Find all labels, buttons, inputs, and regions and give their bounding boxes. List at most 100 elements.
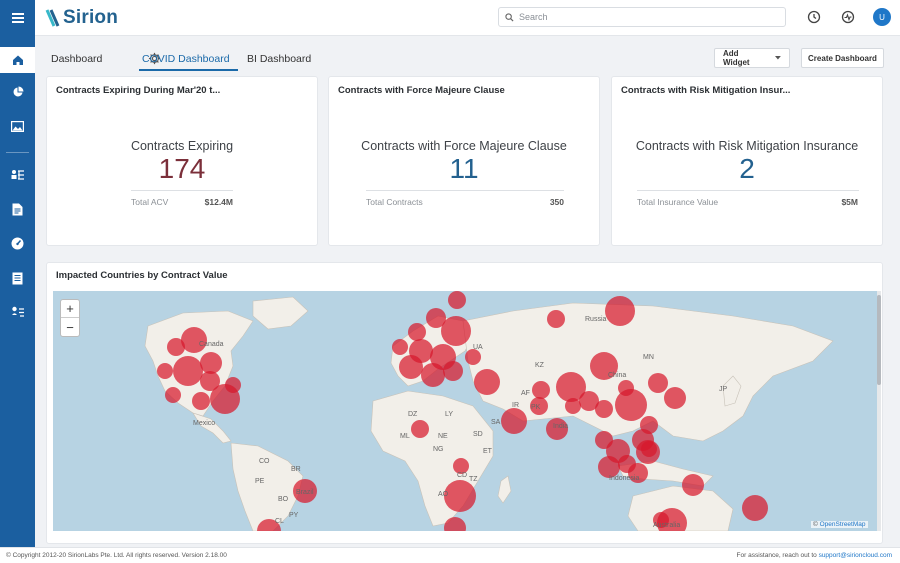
search-input[interactable] (519, 12, 769, 22)
land-madagascar (497, 475, 512, 504)
map-label: Australia (653, 522, 680, 529)
bubble (448, 291, 466, 309)
map-label: Canada (199, 341, 224, 348)
zoom-out-button[interactable]: − (66, 319, 74, 335)
map-label: Indonesia (609, 475, 639, 482)
land-greenland (252, 296, 309, 330)
bubble (648, 373, 668, 393)
history-icon[interactable] (806, 9, 822, 25)
assistance-prefix: For assistance, reach out to (736, 552, 819, 559)
bubble (530, 397, 548, 415)
footer: © Copyright 2012-20 SirionLabs Pte. Ltd.… (0, 547, 900, 563)
bubble (165, 387, 181, 403)
widget-scrollbar[interactable] (877, 291, 881, 531)
map-label: BO (278, 496, 289, 503)
sidebar-item-relations[interactable] (0, 162, 35, 188)
map-label: NE (438, 433, 448, 440)
bubble (636, 440, 660, 464)
copyright-text: © Copyright 2012-20 SirionLabs Pte. Ltd.… (6, 552, 227, 559)
map-label: India (553, 423, 568, 430)
map-label: AO (438, 491, 449, 498)
map-label: SD (473, 431, 483, 438)
map-label: KZ (535, 362, 545, 369)
activity-icon[interactable] (840, 9, 856, 25)
widget-risk-mitigation: Contracts with Risk Mitigation Insur... … (612, 77, 882, 245)
pie-chart-icon (13, 86, 23, 97)
kpi-sub-value: $12.4M (204, 197, 233, 207)
home-icon (12, 55, 23, 65)
kpi-value[interactable]: 174 (158, 153, 206, 184)
hamburger-menu-icon[interactable] (0, 0, 35, 36)
sidebar-item-workflow[interactable] (0, 299, 35, 325)
kpi-label: Contracts Expiring (130, 139, 234, 153)
widget-contracts-expiring: Contracts Expiring During Mar'20 t... Co… (47, 77, 317, 245)
sidebar-item-performance[interactable] (0, 230, 35, 256)
tab-dashboard[interactable]: Dashboard (51, 53, 103, 65)
sidebar (0, 36, 35, 547)
widget-title[interactable]: Contracts with Force Majeure Clause (338, 85, 505, 96)
widget-title[interactable]: Impacted Countries by Contract Value (56, 270, 228, 281)
bubble (532, 381, 550, 399)
map-label: CL (275, 518, 284, 525)
bubble (598, 456, 620, 478)
land-south-america (230, 442, 304, 531)
sidebar-item-documents[interactable] (0, 196, 35, 222)
map-label: CD (457, 472, 467, 479)
bubble (257, 519, 281, 531)
sidebar-item-reports[interactable] (0, 113, 35, 139)
sidebar-divider (6, 152, 29, 153)
bubble (615, 389, 647, 421)
support-email-link[interactable]: support@sirioncloud.com (818, 552, 892, 559)
world-map[interactable]: Canada Mexico Brazil Russia India China … (53, 291, 877, 531)
map-canvas: Canada Mexico Brazil Russia India China … (144, 291, 834, 531)
widget-title[interactable]: Contracts Expiring During Mar'20 t... (56, 85, 221, 96)
bubble (421, 363, 445, 387)
kpi-sub-value: 350 (549, 197, 564, 207)
bubble (210, 384, 240, 414)
map-label: IR (512, 402, 519, 409)
hierarchy-icon (11, 170, 24, 180)
bubble (579, 391, 599, 411)
sirion-mark-icon (45, 9, 60, 27)
sidebar-item-lists[interactable] (0, 265, 35, 291)
kpi-value[interactable]: 2 (739, 153, 755, 184)
bubble (441, 316, 471, 346)
zoom-in-button[interactable]: + (61, 300, 79, 318)
openstreetmap-link[interactable]: OpenStreetMap (819, 521, 866, 528)
tab-bi-dashboard[interactable]: BI Dashboard (247, 53, 312, 65)
bubble (411, 420, 429, 438)
sidebar-item-analytics[interactable] (0, 79, 35, 105)
search-box[interactable] (498, 7, 786, 27)
kpi-divider (366, 190, 564, 191)
scrollbar-thumb[interactable] (877, 295, 881, 385)
top-bar: Sirion U (0, 0, 900, 36)
bubble (453, 458, 469, 474)
user-avatar[interactable]: U (873, 8, 891, 26)
tab-covid-dashboard[interactable]: COVID Dashboard (142, 53, 230, 65)
kpi-value[interactable]: 11 (449, 153, 479, 184)
kpi-sub-label: Total Contracts (366, 197, 423, 207)
map-label: ET (483, 448, 493, 455)
add-widget-button[interactable]: Add Widget (714, 48, 790, 68)
map-label: JP (719, 386, 728, 393)
widget-title[interactable]: Contracts with Risk Mitigation Insur... (621, 85, 791, 96)
create-dashboard-button[interactable]: Create Dashboard (801, 48, 884, 68)
map-label: CO (259, 458, 270, 465)
sidebar-item-home[interactable] (0, 47, 35, 73)
chevron-down-icon (775, 56, 781, 60)
bubble (399, 355, 423, 379)
bubble (628, 463, 648, 483)
kpi-divider (637, 190, 859, 191)
bubble (443, 361, 463, 381)
bubble (605, 296, 635, 326)
bubble (157, 363, 173, 379)
kpi-sub-label: Total Insurance Value (637, 197, 719, 207)
bubble (640, 416, 658, 434)
active-tab-indicator (139, 69, 238, 71)
sirion-logo[interactable]: Sirion (45, 6, 118, 30)
map-label: NG (433, 446, 444, 453)
bubble (682, 474, 704, 496)
land-central-america (192, 412, 232, 444)
gear-icon[interactable] (148, 52, 161, 70)
bubble (444, 517, 466, 531)
